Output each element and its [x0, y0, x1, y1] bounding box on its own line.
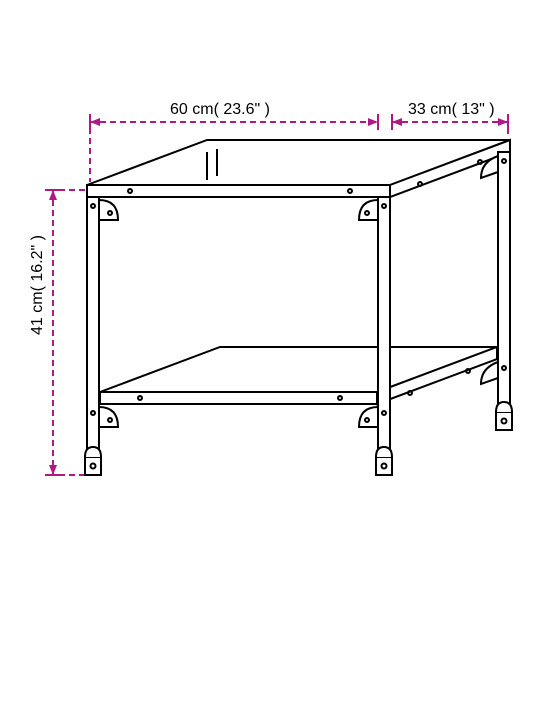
- height-label: 41 cm( 16.2" ): [29, 235, 46, 335]
- table-outline: [85, 140, 512, 475]
- depth-label: 33 cm( 13" ): [408, 101, 495, 118]
- dimension-diagram: 60 cm( 23.6" ) 33 cm( 13" ) 41 cm( 16.2"…: [0, 0, 540, 720]
- width-label: 60 cm( 23.6" ): [170, 101, 270, 118]
